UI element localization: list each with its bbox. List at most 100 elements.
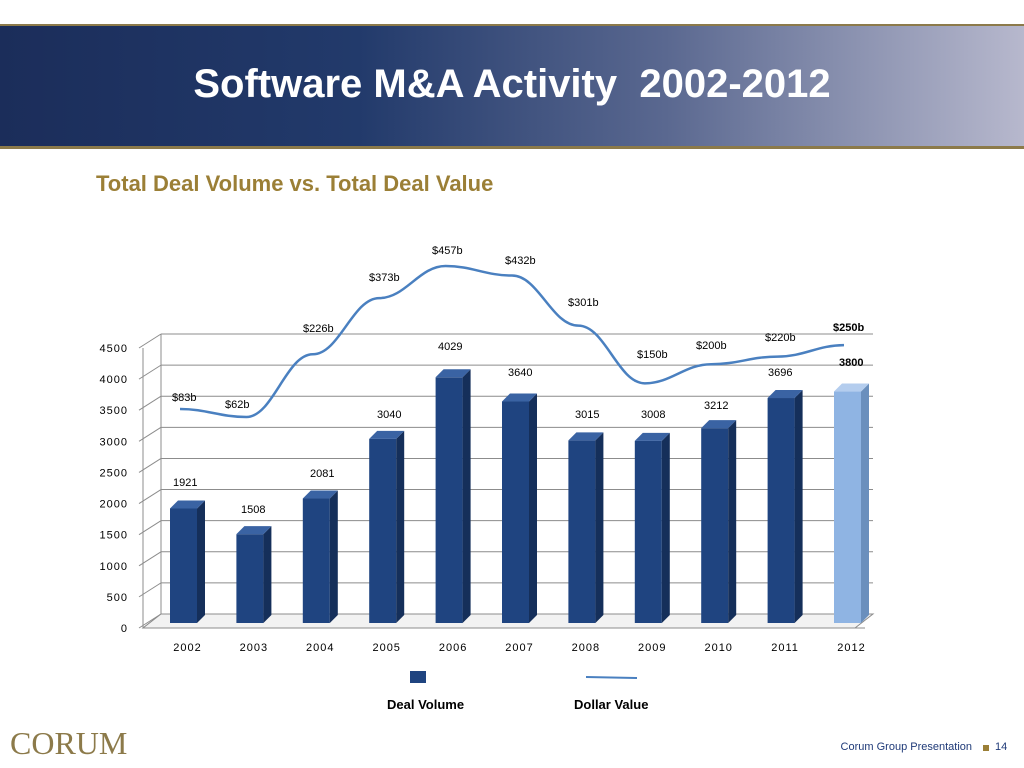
x-tick-label: 2003 <box>240 642 268 654</box>
bar-value-label: 3008 <box>641 409 665 421</box>
bar-value-label: 1508 <box>241 504 265 516</box>
top-rule <box>0 24 1024 26</box>
bar-value-label: 3015 <box>575 409 599 421</box>
x-tick-label: 2009 <box>638 642 666 654</box>
y-tick-label: 0 <box>121 623 128 635</box>
x-tick-label: 2006 <box>439 642 467 654</box>
chart-subtitle: Total Deal Volume vs. Total Deal Value <box>96 171 494 196</box>
bar-side <box>197 500 205 623</box>
gridline-side <box>138 489 162 504</box>
bar-side <box>595 432 604 623</box>
x-tick-label: 2002 <box>173 642 201 654</box>
bar-top <box>701 420 737 429</box>
y-tick-label: 1000 <box>100 561 128 573</box>
bar-value-label: 3212 <box>704 400 728 412</box>
gridline-side <box>138 458 162 473</box>
bar-top <box>236 526 272 535</box>
legend-label-volume: Deal Volume <box>387 697 465 712</box>
y-tick-label: 4500 <box>100 343 128 355</box>
y-tick-label: 2500 <box>100 467 128 479</box>
bar-value-label: 1921 <box>173 477 197 489</box>
legend-swatch-value <box>585 676 638 679</box>
line-value-label: $250b <box>833 322 864 334</box>
line-value-label: $62b <box>225 399 249 411</box>
line-value-label: $373b <box>369 272 400 284</box>
bar-side <box>529 393 537 623</box>
footer-text: Corum Group Presentation <box>840 741 972 753</box>
x-tick-label: 2010 <box>704 642 732 654</box>
bar <box>435 377 463 623</box>
bar-value-label: 3696 <box>768 367 792 379</box>
x-tick-label: 2005 <box>372 642 400 654</box>
x-tick-label: 2007 <box>505 642 533 654</box>
slide-title: Software M&A Activity 2002-2012 <box>193 62 831 106</box>
y-tick-label: 2000 <box>100 499 128 511</box>
corum-logo: CORUM <box>10 725 128 761</box>
bar-side <box>728 420 737 623</box>
line-value-label: $457b <box>432 245 463 257</box>
title-banner <box>0 26 1024 146</box>
banner-rule <box>0 146 1024 149</box>
bar <box>170 508 197 623</box>
bar-top <box>568 432 604 441</box>
y-tick-label: 3500 <box>100 405 128 417</box>
gridline-side <box>138 582 162 598</box>
bar-side <box>861 383 869 623</box>
line-value-label: $150b <box>637 349 668 361</box>
bar <box>634 440 662 623</box>
gridline-side <box>138 395 162 411</box>
legend-swatch-volume <box>410 671 426 683</box>
bar-side <box>462 369 471 623</box>
bar-top <box>369 430 405 439</box>
y-tick-label: 3000 <box>100 436 128 448</box>
dollar-value-line <box>179 264 845 419</box>
bar-top <box>834 383 869 392</box>
gridline-side <box>138 364 162 380</box>
gridline-side <box>138 426 162 442</box>
bar-side <box>794 390 803 623</box>
bar <box>236 534 264 623</box>
bar-value-label: 2081 <box>310 468 334 480</box>
bar-side <box>263 526 272 623</box>
line-value-label: $432b <box>505 255 536 267</box>
x-tick-label: 2011 <box>771 642 799 654</box>
bar-side <box>661 432 670 623</box>
x-tick-label: 2008 <box>572 642 600 654</box>
line-value-label: $226b <box>303 323 334 335</box>
x-tick-label: 2012 <box>837 642 865 654</box>
bar <box>502 401 529 623</box>
bar <box>302 498 330 623</box>
bar <box>834 391 861 623</box>
y-tick-label: 1500 <box>100 530 128 542</box>
bar-value-label: 3640 <box>508 367 532 379</box>
line-value-label: $301b <box>568 297 599 309</box>
bar-side <box>329 490 338 623</box>
bar-top <box>634 432 670 441</box>
bar <box>701 428 729 623</box>
footer-square-icon <box>983 745 989 751</box>
bar-top <box>502 393 537 402</box>
bar <box>568 440 596 623</box>
bar-side <box>396 430 405 623</box>
bar-top <box>435 369 471 378</box>
bar-value-label: 4029 <box>438 341 462 353</box>
bar-value-label: 3040 <box>377 409 401 421</box>
y-tick-label: 500 <box>107 592 128 604</box>
line-value-label: $220b <box>765 332 796 344</box>
page-number: 14 <box>995 741 1008 753</box>
bar-top <box>767 390 803 399</box>
bar <box>767 398 795 623</box>
y-tick-label: 4000 <box>100 374 128 386</box>
line-value-label: $200b <box>696 340 727 352</box>
legend-label-value: Dollar Value <box>574 697 649 712</box>
gridline-side <box>138 520 162 536</box>
gridline-side <box>138 551 162 567</box>
bar-value-label: 3800 <box>839 357 863 369</box>
bar <box>369 438 397 623</box>
gridline-side <box>138 333 162 349</box>
bar-top <box>302 490 338 499</box>
bar-top <box>170 500 205 509</box>
x-tick-label: 2004 <box>306 642 334 654</box>
line-value-label: $83b <box>172 392 196 404</box>
